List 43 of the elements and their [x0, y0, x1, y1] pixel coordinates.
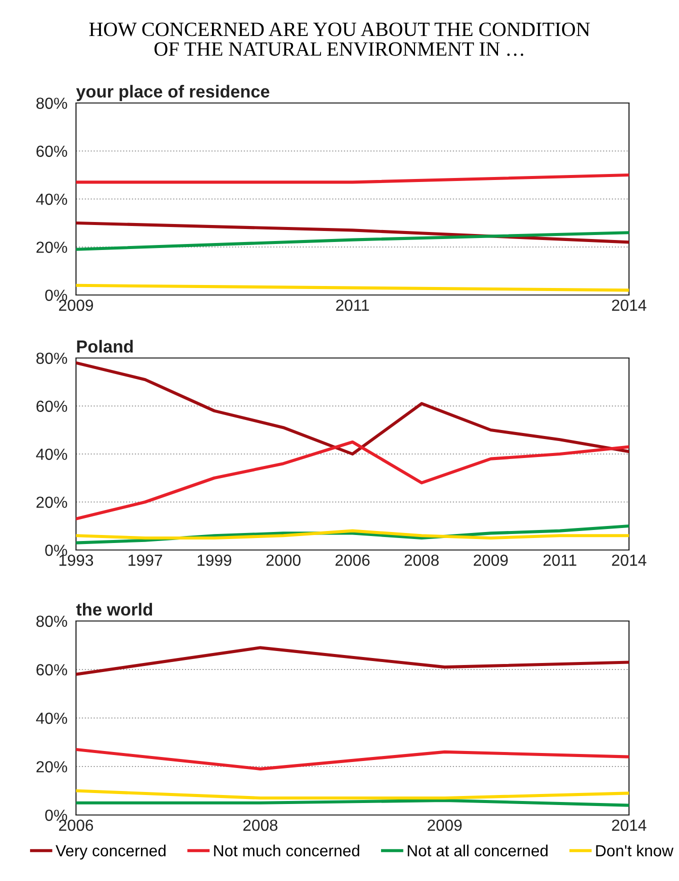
line-series — [76, 440, 629, 520]
x-tick-label: 1997 — [128, 554, 162, 566]
x-tick-label: 2009 — [59, 300, 94, 311]
chart-title: Poland — [77, 340, 133, 353]
line-series — [76, 748, 629, 770]
y-tick-label: 20% — [36, 761, 68, 772]
x-tick-label: 2011 — [544, 554, 576, 566]
y-tick-label: 80% — [36, 98, 68, 109]
x-tick-label: 2009 — [428, 820, 462, 831]
line-series — [76, 361, 629, 456]
y-tick-label: 20% — [36, 496, 68, 508]
x-tick-label: 2009 — [474, 554, 508, 566]
x-tick-label: 2014 — [612, 300, 646, 311]
legend-label: Not at all concerned — [408, 844, 548, 856]
chart-title: the world — [76, 602, 152, 616]
line-series — [76, 646, 629, 676]
y-tick-label: 80% — [36, 616, 68, 627]
y-tick-label: 60% — [36, 400, 68, 412]
y-tick-label: 0% — [45, 810, 68, 821]
x-tick-label: 2000 — [266, 554, 301, 566]
x-tick-label: 2008 — [243, 820, 278, 831]
x-tick-label: 2014 — [612, 554, 646, 566]
y-tick-label: 20% — [36, 242, 68, 253]
y-tick-label: 60% — [36, 146, 68, 157]
chart-subtitle: your place of residence — [76, 84, 270, 102]
legend-label: Not much concerned — [214, 844, 360, 856]
chart-title: HOW CONCERNED ARE YOU ABOUT THE CONDITION OF THE NATURAL ENVIRONMENT IN … — [89, 22, 590, 56]
y-tick-label: 0% — [45, 544, 68, 556]
x-tick-label: 2006 — [336, 554, 370, 566]
x-tick-label: 2008 — [404, 554, 439, 566]
y-tick-label: 40% — [36, 712, 68, 724]
x-tick-label: 2011 — [336, 300, 369, 311]
y-tick-label: 40% — [36, 448, 68, 460]
x-tick-label: 2014 — [612, 820, 646, 831]
y-tick-label: 0% — [45, 290, 68, 301]
x-tick-label: 2006 — [59, 820, 94, 831]
x-tick-label: 1999 — [198, 554, 232, 566]
x-tick-label: 1993 — [59, 554, 94, 566]
y-tick-label: 80% — [36, 352, 68, 364]
y-tick-label: 40% — [36, 194, 68, 205]
y-tick-label: 60% — [36, 664, 68, 676]
legend-label: Don't know — [596, 844, 674, 856]
legend-label: Very concerned — [56, 844, 166, 860]
